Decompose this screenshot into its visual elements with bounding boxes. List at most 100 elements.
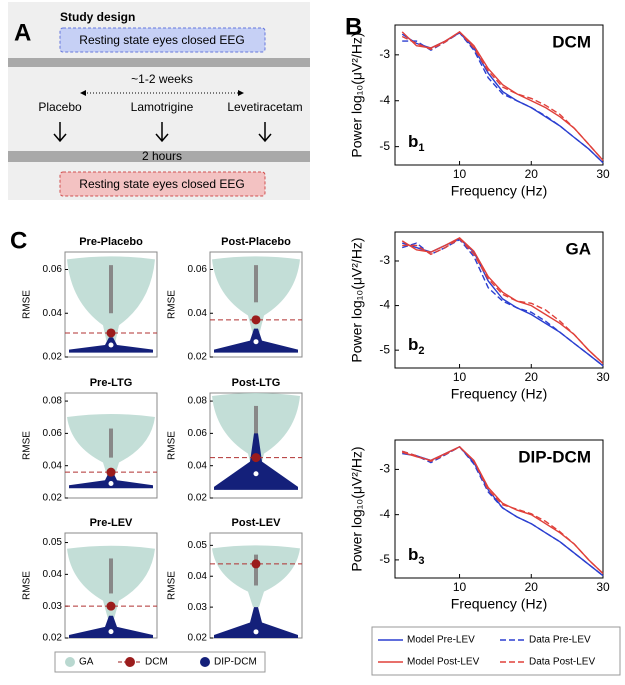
dcm-point <box>106 601 116 611</box>
chart-title: GA <box>566 239 592 258</box>
tag-sub: 2 <box>418 345 424 357</box>
x-tick-label: 10 <box>453 370 467 384</box>
y-tick-label: 0.02 <box>43 633 63 644</box>
dcm-point <box>251 453 261 463</box>
y-tick-label: 0.04 <box>43 569 63 580</box>
dip-median <box>108 480 114 486</box>
plot-frame <box>209 251 303 358</box>
x-tick-label: 10 <box>453 580 467 594</box>
y-tick-label: 0.03 <box>43 601 63 612</box>
dip-violin <box>69 615 153 638</box>
y-axis-label: RMSE <box>22 431 33 460</box>
interval-text: ~1-2 weeks <box>131 72 193 86</box>
y-tick-label: 0.08 <box>188 396 208 407</box>
violin-title: Post-LEV <box>232 517 282 529</box>
dip-violin <box>214 607 298 638</box>
y-tick-label: 0.05 <box>43 537 63 548</box>
line <box>401 31 604 164</box>
violin-title: Post-LTG <box>232 377 281 389</box>
y-tick-label: -5 <box>379 552 390 566</box>
drug: Placebo <box>38 100 82 114</box>
y-tick-label: 0.02 <box>43 493 63 504</box>
y-tick-label: 0.06 <box>188 428 208 439</box>
legend-swatch <box>65 657 75 667</box>
dip-median <box>108 629 114 635</box>
y-tick-label: 0.06 <box>43 428 63 439</box>
x-tick-label: 20 <box>525 167 539 181</box>
plot-frame <box>64 251 158 358</box>
violin-title: Pre-Placebo <box>79 236 143 248</box>
y-tick-label: -4 <box>379 298 390 312</box>
y-tick-label: 0.06 <box>188 264 208 275</box>
y-axis-label: Power log₁₀(μV²/Hz) <box>349 32 365 157</box>
line <box>401 445 604 577</box>
x-tick-label: 30 <box>596 580 610 594</box>
y-tick-label: -4 <box>379 93 390 107</box>
y-tick-label: 0.05 <box>188 540 208 551</box>
panel-label: B <box>345 13 362 40</box>
session-text: Resting state eyes closed EEG <box>79 33 244 47</box>
x-tick-label: 20 <box>525 580 539 594</box>
legend-label: Data Pre-LEV <box>529 635 591 646</box>
y-tick-label: 0.02 <box>188 352 208 363</box>
y-tick-label: 0.04 <box>188 460 208 471</box>
plot-frame <box>394 231 604 369</box>
tag: b <box>408 132 418 151</box>
tag-sub: 3 <box>418 555 424 567</box>
delay-bar <box>8 151 310 162</box>
line <box>401 238 604 367</box>
x-tick-label: 30 <box>596 167 610 181</box>
dip-median <box>253 339 259 345</box>
x-tick-label: 20 <box>525 370 539 384</box>
legend-box <box>371 626 621 676</box>
y-tick-label: 0.04 <box>188 308 208 319</box>
plot-frame <box>394 24 604 166</box>
y-tick-label: 0.06 <box>43 264 63 275</box>
study-title: Study design <box>60 10 135 24</box>
y-axis-label: RMSE <box>167 431 178 460</box>
y-tick-label: 0.02 <box>43 352 63 363</box>
line <box>402 31 604 164</box>
dcm-point <box>251 559 261 569</box>
legend-label: Model Pre-LEV <box>407 635 475 646</box>
y-tick-label: -5 <box>379 342 390 356</box>
y-tick-label: -3 <box>379 47 390 61</box>
plot-frame <box>64 392 158 499</box>
line <box>401 445 604 575</box>
y-axis-label: RMSE <box>167 290 178 319</box>
line <box>401 30 604 161</box>
y-tick-label: 0.04 <box>43 308 63 319</box>
dip-median <box>253 471 259 477</box>
session-box <box>59 171 266 197</box>
legend-label: DCM <box>145 657 168 668</box>
chart-title: DCM <box>552 32 591 51</box>
x-tick-label: 10 <box>453 167 467 181</box>
x-axis-label: Frequency (Hz) <box>451 183 547 199</box>
y-axis-label: RMSE <box>22 571 33 600</box>
chart-title: DIP-DCM <box>518 447 591 466</box>
legend-label: Data Post-LEV <box>529 657 595 668</box>
dcm-point <box>106 328 116 338</box>
session-box <box>59 27 266 53</box>
violin-title: Pre-LTG <box>90 377 133 389</box>
dcm-point <box>251 315 261 325</box>
tag: b <box>408 545 418 564</box>
drug: Lamotrigine <box>131 100 194 114</box>
x-axis-label: Frequency (Hz) <box>451 386 547 402</box>
y-tick-label: 0.03 <box>188 602 208 613</box>
chart-tag: b2 <box>408 335 425 356</box>
y-tick-label: 0.04 <box>43 460 63 471</box>
line <box>402 237 604 365</box>
dip-median <box>108 342 114 348</box>
tag-sub: 1 <box>418 142 424 154</box>
y-tick-label: -3 <box>379 253 390 267</box>
y-tick-label: -5 <box>379 139 390 153</box>
legend-label: Model Post-LEV <box>407 657 480 668</box>
panel-label: C <box>10 227 27 254</box>
tag: b <box>408 335 418 354</box>
panel-label: A <box>14 19 31 46</box>
y-axis-label: Power log₁₀(μV²/Hz) <box>349 237 365 362</box>
violin-title: Pre-LEV <box>90 517 133 529</box>
y-tick-label: 0.08 <box>43 396 63 407</box>
drug: Levetiracetam <box>227 100 302 114</box>
